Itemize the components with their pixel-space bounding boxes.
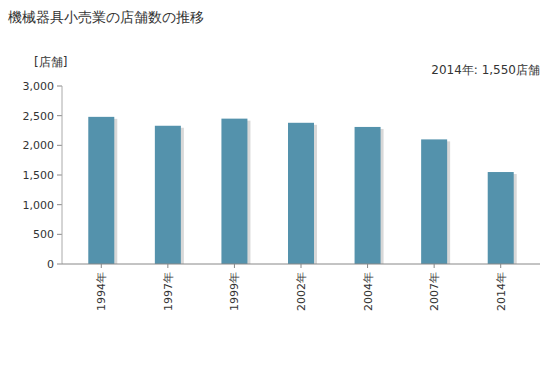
y-tick xyxy=(57,264,62,265)
bar xyxy=(288,123,314,264)
x-tick xyxy=(167,264,168,268)
bar xyxy=(155,126,181,264)
x-tick-label: 2004年 xyxy=(362,272,375,311)
y-tick xyxy=(57,115,62,116)
bar xyxy=(421,139,447,264)
chart-svg: 機械器具小売業の店舗数の推移 [店舗] 2014年: 1,550店舗 0 500 1,00… xyxy=(0,0,560,366)
y-tick xyxy=(57,86,62,87)
x-tick-label: 1999年 xyxy=(228,272,241,311)
x-tick-label: 2007年 xyxy=(428,272,441,311)
y-tick-label: 1,000 xyxy=(23,199,55,212)
chart-container: 機械器具小売業の店舗数の推移 [店舗] 2014年: 1,550店舗 0 500 1,00… xyxy=(0,0,560,366)
y-tick-label: 1,500 xyxy=(23,169,55,182)
x-tick-label: 2014年 xyxy=(495,272,508,311)
y-tick-label: 3,000 xyxy=(23,80,55,93)
annotation: 2014年: 1,550店舗 xyxy=(431,63,540,77)
title: 機械器具小売業の店舗数の推移 xyxy=(8,9,204,25)
y-tick xyxy=(57,145,62,146)
y-tick-label: 0 xyxy=(47,258,54,271)
x-tick xyxy=(301,264,302,268)
y-tick-label: 500 xyxy=(33,228,54,241)
y-tick-label: 2,000 xyxy=(23,139,55,152)
y-axis-label: [店舗] xyxy=(34,55,67,69)
x-tick xyxy=(367,264,368,268)
y-tick-label: 2,500 xyxy=(23,110,55,123)
x-tick xyxy=(500,264,501,268)
bar xyxy=(355,127,381,264)
y-tick xyxy=(57,175,62,176)
x-tick-label: 2002年 xyxy=(295,272,308,311)
x-tick-label: 1997年 xyxy=(162,272,175,311)
y-axis xyxy=(62,86,63,264)
x-tick-label: 1994年 xyxy=(95,272,108,311)
bar xyxy=(88,117,114,264)
x-tick xyxy=(434,264,435,268)
bars xyxy=(88,117,516,264)
x-tick xyxy=(234,264,235,268)
bar xyxy=(488,172,514,264)
y-tick xyxy=(57,234,62,235)
bar xyxy=(221,119,247,264)
y-tick xyxy=(57,204,62,205)
x-tick xyxy=(101,264,102,268)
